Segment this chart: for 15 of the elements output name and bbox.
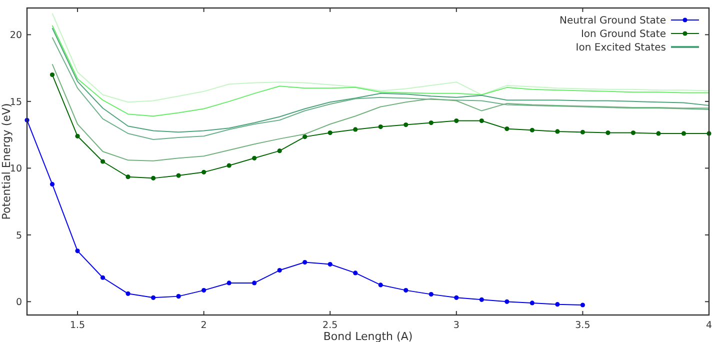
- x-tick-label: 4: [706, 320, 712, 331]
- legend-label: Ion Excited States: [576, 42, 666, 54]
- y-tick-label: 20: [10, 30, 22, 42]
- x-tick-label: 3.5: [575, 320, 590, 331]
- y-tick-label: 15: [10, 96, 22, 108]
- x-tick-label: 2: [200, 320, 207, 331]
- y-tick-label: 0: [16, 297, 22, 308]
- legend-label: Ion Ground State: [580, 29, 666, 40]
- legend-label: Neutral Ground State: [559, 16, 666, 26]
- y-tick-label: 5: [16, 230, 22, 242]
- x-axis-title: Bond Length (A): [323, 330, 413, 342]
- x-tick-label: 3: [453, 320, 460, 331]
- x-tick-label: 1.5: [70, 320, 86, 331]
- y-tick-label: 10: [10, 164, 22, 175]
- x-tick-label: 2.5: [322, 320, 338, 331]
